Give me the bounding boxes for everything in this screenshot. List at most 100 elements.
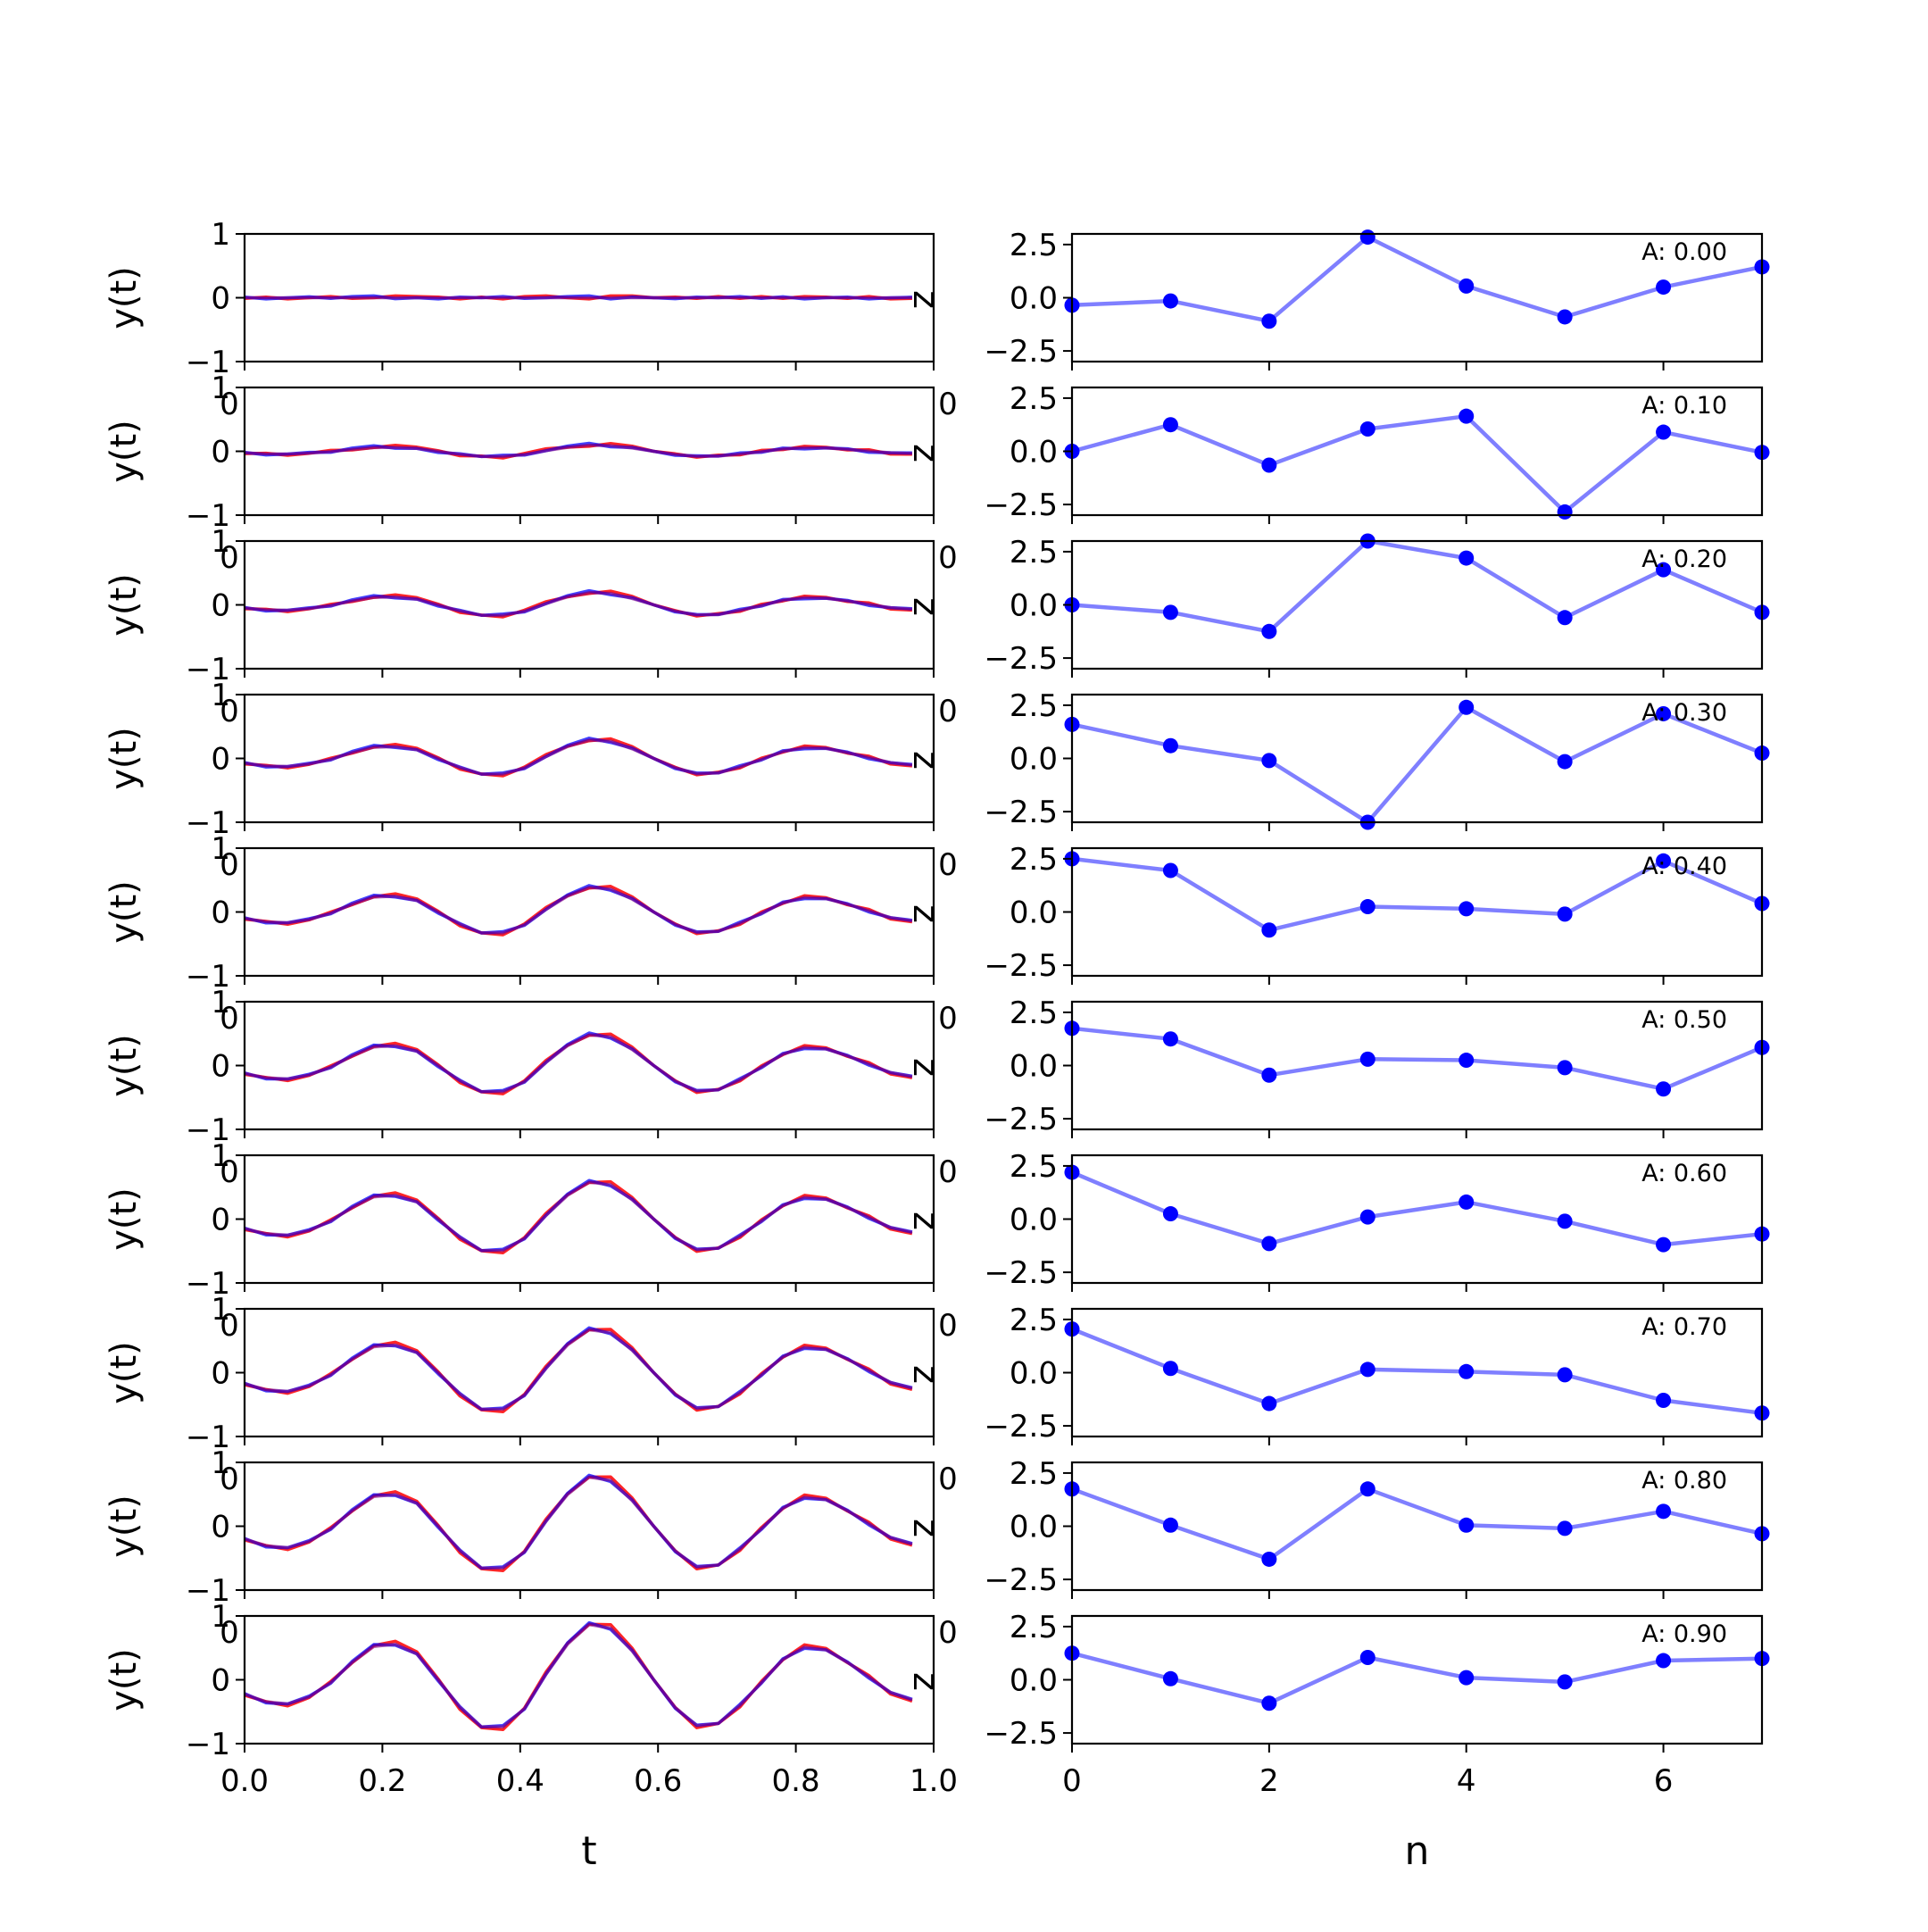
left-ylabel: y(t) (104, 1187, 145, 1251)
right-ytick-label: 0.0 (1010, 435, 1058, 471)
right-series-line (1071, 1486, 1763, 1561)
right-series-line (1071, 856, 1763, 933)
left-ytick-label: 0 (211, 1356, 230, 1392)
left-ytick-label: 0 (211, 742, 230, 778)
right-series-point (1458, 1670, 1475, 1686)
right-xtick-label: 6 (1654, 1763, 1674, 1799)
left-ytick-label: 1 (211, 1445, 230, 1481)
overlap-artifact-label: 0 (220, 694, 239, 729)
left-series-red-line (244, 1032, 913, 1095)
right-series-point (1162, 1206, 1178, 1222)
left-ylabel: y(t) (104, 573, 145, 637)
right-series-point (1359, 1051, 1375, 1067)
right-series-point (1458, 408, 1475, 424)
left-series-overlap-line (244, 1475, 913, 1570)
right-ytick-label: 2.5 (1010, 842, 1058, 878)
panel-annotation: A: 0.50 (1641, 1006, 1727, 1034)
left-ytick-label: 0 (211, 435, 230, 471)
right-ytick-label: 0.0 (1010, 1356, 1058, 1392)
right-series-point (1656, 1653, 1672, 1669)
left-xtick-label: 0.4 (496, 1763, 544, 1799)
right-series-point (1557, 906, 1573, 922)
right-series-point (1656, 1081, 1672, 1097)
left-ytick-label: −1 (186, 652, 230, 687)
left-ytick-label: 1 (211, 831, 230, 867)
right-series-point (1458, 1053, 1475, 1069)
right-series-point (1557, 1520, 1573, 1536)
right-xtick-label: 4 (1457, 1763, 1476, 1799)
right-ytick-label: 2.5 (1010, 1456, 1058, 1492)
left-axes-frame (243, 1000, 935, 1131)
right-series-line (1071, 705, 1763, 825)
right-series-point (1359, 1362, 1375, 1378)
right-ytick-label: −2.5 (984, 1102, 1058, 1137)
right-ytick-label: −2.5 (984, 1562, 1058, 1598)
right-ytick-label: 0.0 (1010, 1049, 1058, 1085)
left-ytick-label: 0 (211, 895, 230, 931)
right-series-point (1557, 504, 1573, 520)
left-series-overlap-line (244, 1180, 913, 1253)
overlap-artifact-label: 0 (938, 1001, 958, 1037)
panel-annotation: A: 0.00 (1641, 238, 1727, 266)
right-series-point (1458, 550, 1475, 566)
panel-annotation: A: 0.20 (1641, 545, 1727, 573)
left-ylabel: y(t) (104, 1034, 145, 1097)
left-zlabel-artifact: z (905, 444, 946, 462)
right-ytick-label: −2.5 (984, 641, 1058, 677)
left-axes-frame (243, 693, 935, 824)
left-zlabel-artifact: z (905, 1672, 946, 1691)
right-series-point (1458, 901, 1475, 917)
right-ytick-label: 0.0 (1010, 742, 1058, 778)
overlap-artifact-label: 0 (938, 387, 958, 422)
left-series-red-line (244, 1622, 913, 1732)
left-series-blue-line (244, 1473, 913, 1570)
right-ytick-label: −2.5 (984, 795, 1058, 830)
right-series-point (1162, 293, 1178, 309)
left-ytick-label: 1 (211, 524, 230, 560)
right-series-point (1557, 610, 1573, 626)
right-series-point (1162, 862, 1178, 879)
left-axes-frame (243, 846, 935, 978)
left-zlabel-artifact: z (905, 1058, 946, 1077)
right-series-point (1162, 417, 1178, 433)
right-series-point (1458, 1517, 1475, 1533)
right-series-point (1162, 604, 1178, 620)
right-series-point (1162, 1361, 1178, 1377)
right-series-line (1071, 1327, 1763, 1416)
left-xtick-label: 0.8 (772, 1763, 820, 1799)
right-series-point (1261, 753, 1277, 769)
left-ytick-label: 1 (211, 1292, 230, 1328)
left-ylabel: y(t) (104, 1495, 145, 1558)
right-series-line (1071, 1651, 1763, 1705)
right-series-point (1458, 278, 1475, 294)
panel-annotation: A: 0.70 (1641, 1313, 1727, 1341)
left-series-overlap-line (244, 591, 913, 617)
left-ytick-label: 1 (211, 1599, 230, 1635)
overlap-artifact-label: 0 (220, 1308, 239, 1344)
left-zlabel-artifact: z (905, 597, 946, 616)
panel-annotation: A: 0.60 (1641, 1160, 1727, 1187)
overlap-artifact-label: 0 (938, 847, 958, 883)
left-ytick-label: −1 (186, 959, 230, 995)
left-series-overlap-line (244, 1622, 913, 1729)
left-ytick-label: −1 (186, 1727, 230, 1762)
right-series-point (1162, 1670, 1178, 1686)
left-xtick-label: 1.0 (910, 1763, 958, 1799)
left-zlabel-artifact: z (905, 904, 946, 923)
right-series-point (1261, 1236, 1277, 1252)
right-series-point (1359, 1649, 1375, 1665)
left-ytick-label: −1 (186, 498, 230, 534)
right-series-point (1557, 309, 1573, 325)
panel-annotation: A: 0.80 (1641, 1467, 1727, 1495)
left-series-blue-line (244, 1178, 913, 1253)
right-series-line (1071, 538, 1763, 634)
right-series-point (1656, 1237, 1672, 1253)
right-series-point (1557, 1213, 1573, 1229)
right-ytick-label: 0.0 (1010, 281, 1058, 317)
left-ytick-label: 0 (211, 1203, 230, 1238)
right-series-point (1261, 1695, 1277, 1711)
right-ytick-label: 0.0 (1010, 1510, 1058, 1545)
left-axes-frame (243, 1614, 935, 1745)
right-ytick-label: 2.5 (1010, 1610, 1058, 1645)
